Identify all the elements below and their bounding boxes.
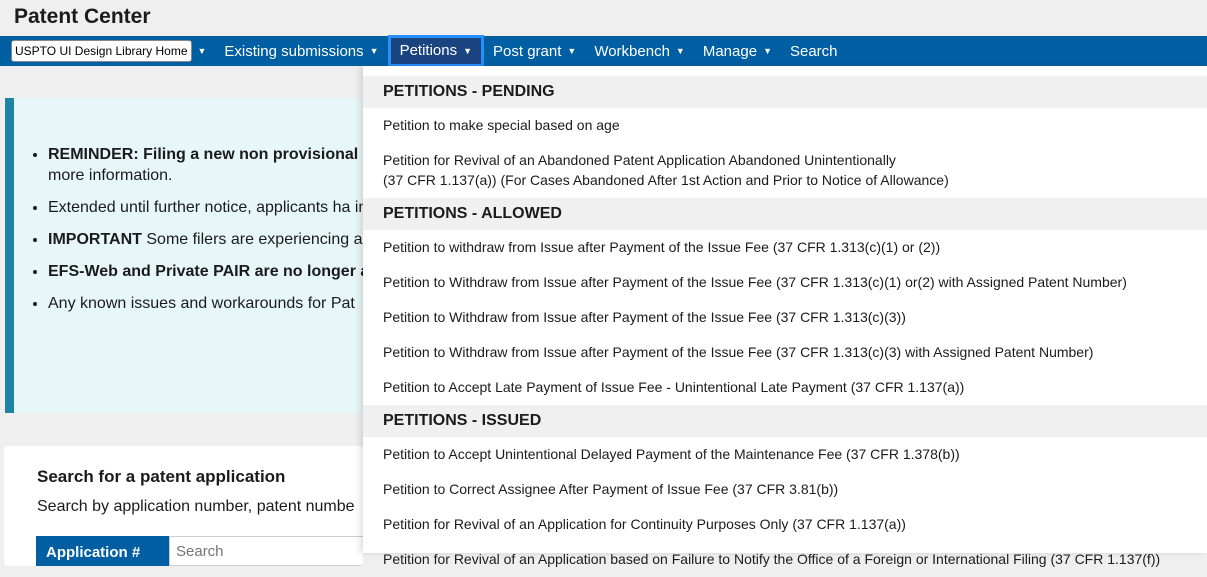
- nav-post-grant[interactable]: Post grant ▼: [484, 36, 585, 66]
- alert-bullet-bold: REMINDER: Filing a new non provisional 1: [48, 146, 363, 163]
- menu-item[interactable]: Petition to Withdraw from Issue after Pa…: [363, 335, 1207, 370]
- nav-label: Existing submissions: [224, 43, 363, 60]
- alert-bullet-text: Any known issues and workarounds for Pat: [48, 295, 355, 312]
- caret-down-icon: ▼: [567, 46, 576, 56]
- alert-bullet: EFS-Web and Private PAIR are no longer a: [48, 261, 363, 282]
- alert-bullet-bold: EFS-Web and Private PAIR are no longer a: [48, 263, 363, 280]
- alert-bullet: Extended until further notice, applicant…: [48, 197, 363, 218]
- alert-box: REMINDER: Filing a new non provisional 1…: [5, 98, 363, 413]
- alert-list: REMINDER: Filing a new non provisional 1…: [14, 144, 363, 325]
- menu-item[interactable]: Petition to Accept Unintentional Delayed…: [363, 437, 1207, 472]
- menu-section-header: PETITIONS - ALLOWED: [363, 198, 1207, 230]
- menu-item[interactable]: Petition to Correct Assignee After Payme…: [363, 472, 1207, 507]
- alert-bullet-text: Extended until further notice, applicant…: [48, 199, 363, 216]
- alert-bullet: Any known issues and workarounds for Pat: [48, 293, 363, 314]
- caret-down-icon: ▼: [463, 46, 472, 56]
- menu-item[interactable]: Petition for Revival of an Application b…: [363, 542, 1207, 577]
- petitions-dropdown-menu: PETITIONS - PENDINGPetition to make spec…: [363, 66, 1207, 553]
- nav-home[interactable]: USPTO UI Design Library Home ▼: [0, 36, 215, 66]
- app-title: Patent Center: [14, 5, 151, 29]
- nav-manage[interactable]: Manage ▼: [694, 36, 781, 66]
- nav-label: Petitions: [400, 42, 458, 59]
- caret-down-icon: ▼: [676, 46, 685, 56]
- caret-down-icon: ▼: [370, 46, 379, 56]
- alert-bullet: IMPORTANT Some filers are experiencing a…: [48, 229, 363, 250]
- menu-section-header: PETITIONS - PENDING: [363, 76, 1207, 108]
- home-link[interactable]: USPTO UI Design Library Home: [11, 40, 192, 62]
- menu-item[interactable]: Petition to Withdraw from Issue after Pa…: [363, 300, 1207, 335]
- nav-existing-submissions[interactable]: Existing submissions ▼: [215, 36, 387, 66]
- nav-petitions[interactable]: Petitions ▼: [388, 35, 484, 67]
- main-nav: USPTO UI Design Library Home ▼ Existing s…: [0, 36, 1207, 66]
- nav-label: Workbench: [594, 43, 670, 60]
- alert-bullet-text: Some filers are experiencing and is now …: [142, 231, 363, 248]
- menu-section-header: PETITIONS - ISSUED: [363, 405, 1207, 437]
- search-card: Search for a patent application Search b…: [4, 446, 363, 566]
- alert-bullet-bold: IMPORTANT: [48, 231, 142, 248]
- menu-item[interactable]: Petition for Revival of an Application f…: [363, 507, 1207, 542]
- menu-item[interactable]: Petition to make special based on age: [363, 108, 1207, 143]
- nav-label: Post grant: [493, 43, 561, 60]
- menu-item[interactable]: Petition to Withdraw from Issue after Pa…: [363, 265, 1207, 300]
- nav-search[interactable]: Search: [781, 36, 847, 66]
- search-card-subtitle: Search by application number, patent num…: [37, 498, 355, 516]
- menu-item[interactable]: Petition to Accept Late Payment of Issue…: [363, 370, 1207, 405]
- alert-bullet: REMINDER: Filing a new non provisional 1…: [48, 144, 363, 186]
- caret-down-icon: ▼: [198, 46, 207, 56]
- alert-bullet-text: more information.: [48, 165, 363, 186]
- search-input[interactable]: [169, 536, 363, 566]
- nav-workbench[interactable]: Workbench ▼: [585, 36, 694, 66]
- application-number-tab[interactable]: Application #: [36, 536, 169, 566]
- menu-item[interactable]: Petition to withdraw from Issue after Pa…: [363, 230, 1207, 265]
- nav-label: Manage: [703, 43, 757, 60]
- menu-item[interactable]: Petition for Revival of an Abandoned Pat…: [363, 143, 1207, 198]
- caret-down-icon: ▼: [763, 46, 772, 56]
- search-card-title: Search for a patent application: [37, 467, 285, 487]
